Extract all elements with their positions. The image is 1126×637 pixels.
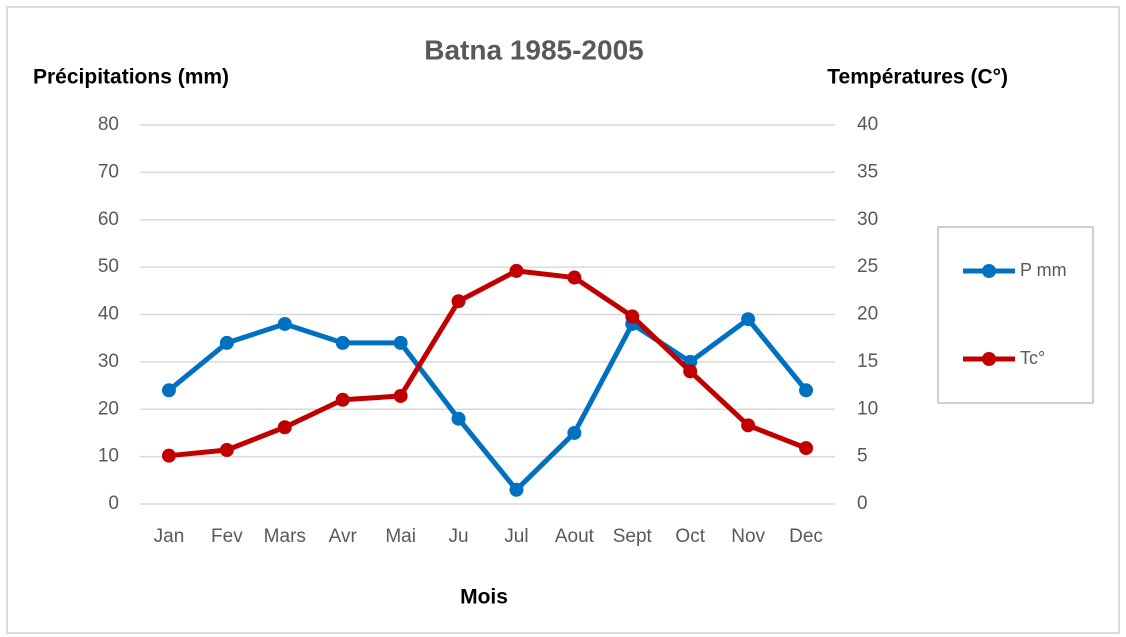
legend-label: P mm	[1020, 260, 1067, 280]
legend-box	[937, 226, 1094, 404]
data-point	[219, 335, 234, 350]
y2-tick-label: 15	[857, 351, 878, 372]
data-point	[393, 388, 408, 403]
data-point	[277, 420, 292, 435]
y-tick-label: 50	[98, 256, 119, 277]
y2-tick-label: 20	[857, 304, 878, 325]
y-tick-label: 0	[108, 493, 119, 514]
series-line	[167, 316, 808, 493]
x-tick-label: Avr	[329, 526, 358, 547]
y-tick-label: 10	[98, 446, 119, 467]
data-point	[393, 335, 408, 350]
y2-tick-label: 25	[857, 256, 878, 277]
data-point	[277, 316, 292, 331]
x-tick-label: Nov	[731, 526, 765, 547]
data-point	[683, 364, 698, 379]
y2-tick-label: 40	[857, 114, 878, 135]
legend-marker	[982, 264, 996, 278]
x-tick-label: Sept	[613, 526, 653, 547]
data-point	[509, 263, 524, 278]
data-point	[161, 448, 176, 463]
x-axis-label: Mois	[460, 586, 508, 609]
y2-tick-label: 5	[857, 446, 868, 467]
x-tick-label: Jul	[504, 526, 528, 547]
x-tick-label: Jan	[154, 526, 185, 547]
data-point	[741, 418, 756, 433]
series-line	[168, 268, 807, 459]
y2-tick-label: 30	[857, 209, 878, 230]
data-point	[799, 383, 814, 398]
y-tick-label: 40	[98, 304, 119, 325]
y2-tick-label: 10	[857, 398, 878, 419]
data-point	[219, 442, 234, 457]
y2-axis-label: Températures (C°)	[827, 66, 1008, 89]
legend-marker	[982, 352, 996, 366]
x-tick-label: Mai	[385, 526, 416, 547]
x-tick-label: Ju	[449, 526, 469, 547]
data-point	[335, 392, 350, 407]
chart-frame	[6, 6, 1120, 634]
y-tick-label: 30	[98, 351, 119, 372]
data-point	[567, 425, 582, 440]
y-tick-label: 70	[98, 161, 119, 182]
x-tick-label: Aout	[555, 526, 595, 547]
y-axis-label: Précipitations (mm)	[33, 66, 229, 89]
chart-title: Batna 1985-2005	[424, 34, 643, 65]
y2-tick-label: 0	[857, 493, 868, 514]
legend-label: Tc°	[1020, 348, 1045, 368]
data-point	[161, 383, 176, 398]
data-point	[335, 335, 350, 350]
data-point	[509, 482, 524, 497]
y-tick-label: 20	[98, 398, 119, 419]
y-tick-label: 60	[98, 209, 119, 230]
data-point	[451, 294, 466, 309]
data-point	[625, 309, 640, 324]
y-tick-label: 80	[98, 114, 119, 135]
data-point	[799, 441, 814, 456]
x-tick-label: Fev	[211, 526, 243, 547]
x-tick-label: Mars	[264, 526, 306, 547]
data-point	[741, 312, 756, 327]
data-point	[567, 270, 582, 285]
data-point	[451, 411, 466, 426]
x-tick-label: Oct	[675, 526, 705, 547]
y2-tick-label: 35	[857, 161, 878, 182]
x-tick-label: Dec	[789, 526, 823, 547]
